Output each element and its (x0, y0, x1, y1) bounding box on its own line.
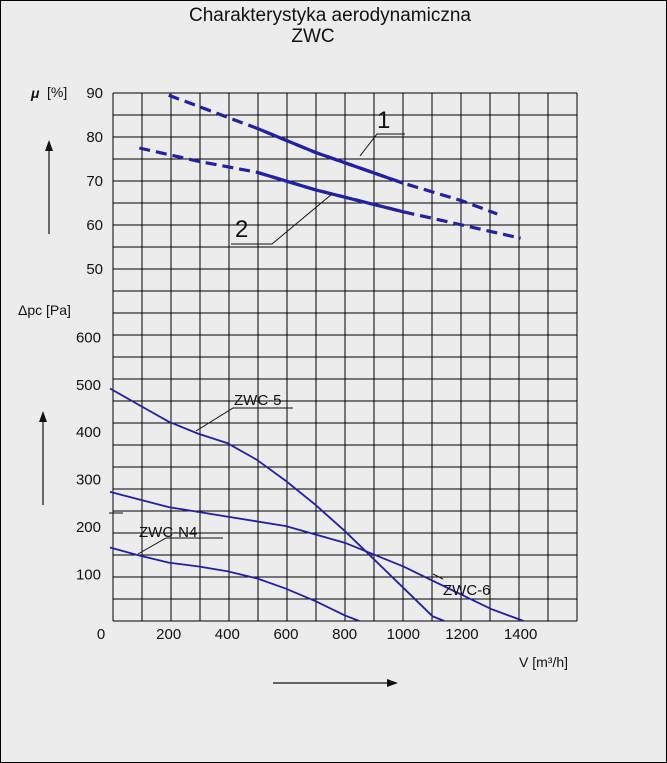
pressure-curve-zwc-n4 (109, 546, 360, 622)
efficiency-tick-label: 90 (86, 85, 103, 102)
efficiency-curve-dashed (138, 146, 521, 240)
efficiency-curve-1 (168, 93, 498, 216)
x-tick-label: 1000 (387, 626, 420, 643)
pressure-curve-zwc-6 (109, 491, 524, 622)
callout-2-leader (231, 193, 333, 245)
efficiency-tick-label: 60 (86, 217, 103, 234)
x-tick-label: 200 (156, 626, 181, 643)
label-zwc5-text: ZWC-5 (234, 392, 282, 409)
efficiency-axis-symbol: μ (30, 85, 40, 101)
curves (109, 93, 524, 622)
flow-arrow-icon (273, 679, 398, 687)
callout-1: 1 (359, 107, 405, 157)
efficiency-axis-unit: [%] (47, 84, 67, 100)
label-zwc5-leader (195, 407, 293, 432)
grid (112, 92, 578, 622)
pressure-tick-label: 400 (76, 424, 101, 441)
x-tick-label: 400 (215, 626, 240, 643)
efficiency-curve-dashed (168, 93, 498, 216)
x-tick-label: 0 (97, 626, 105, 643)
efficiency-tick-label: 80 (86, 129, 103, 146)
label-zwcn4-leader (137, 537, 223, 555)
pressure-tick-label: 500 (76, 377, 101, 394)
label-zwc6-text: ZWC-6 (443, 582, 491, 599)
label-zwc5: ZWC-5 (195, 392, 293, 432)
label-zwc6: ZWC-6 (432, 573, 491, 599)
x-tick-label: 800 (332, 626, 357, 643)
label-zwc6-leader (432, 573, 444, 580)
efficiency-axis-label: μ [%] (30, 84, 67, 101)
label-zwcn4-text: ZWC-N4 (139, 524, 197, 541)
callout-1-label: 1 (377, 107, 390, 134)
efficiency-tick-label: 50 (86, 261, 103, 278)
chart-title: Charakterystyka aerodynamiczna (189, 5, 471, 26)
x-tick-label: 1400 (504, 626, 537, 643)
pressure-tick-label: 300 (76, 472, 101, 489)
pressure-curve-zwc-5 (109, 387, 445, 622)
x-tick-label: 600 (273, 626, 298, 643)
label-zwcn4: ZWC-N4 (137, 524, 223, 555)
x-tick-label: 1200 (445, 626, 478, 643)
efficiency-tick-label: 70 (86, 173, 103, 190)
callout-2-label: 2 (235, 216, 248, 243)
efficiency-arrow-icon (45, 140, 53, 234)
efficiency-curve-2 (138, 146, 521, 240)
pressure-tick-label: 100 (76, 567, 101, 584)
pressure-axis-label: Δpc [Pa] (18, 302, 71, 318)
pressure-arrow-icon (39, 411, 47, 505)
callout-2: 2 (231, 193, 333, 245)
callout-1-leader (359, 133, 405, 157)
x-axis-label: V [m³/h] (519, 654, 568, 670)
pressure-tick-label: 600 (76, 329, 101, 346)
chart-subtitle: ZWC (291, 26, 334, 47)
efficiency-curve-solid (256, 170, 404, 214)
pressure-tick-label: 200 (76, 519, 101, 536)
efficiency-curve-solid (256, 126, 404, 185)
